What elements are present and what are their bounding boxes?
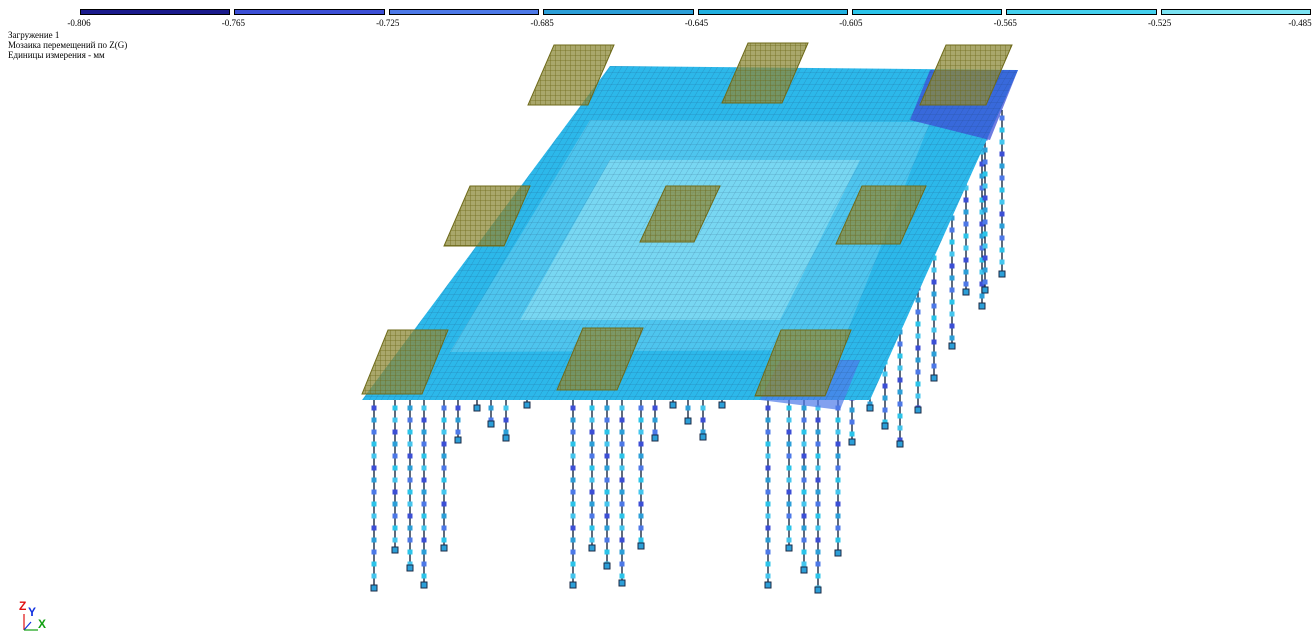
column (420, 400, 428, 589)
scale-segment (697, 9, 848, 15)
load-case-label: Загружение 1 (8, 30, 60, 40)
displacement-scale: -0.806 -0.765 -0.725 -0.685 -0.645 -0.605 -0.5… (67, 9, 1314, 31)
info-block: Загружение 1 Мозаика перемещений по Z(G)… (8, 30, 127, 60)
scale-segment (543, 9, 694, 15)
scale-tick-label: -0.605 (839, 18, 863, 28)
column (588, 400, 596, 552)
column (800, 400, 808, 574)
scale-segment (1006, 9, 1157, 15)
pile-cap (443, 185, 531, 247)
pile-cap (361, 329, 449, 395)
scale-segment (80, 9, 231, 15)
column (569, 400, 577, 589)
column (684, 400, 692, 425)
pile-cap (527, 44, 615, 106)
scale-segment (234, 9, 385, 15)
scale-tick-label: -0.725 (376, 18, 400, 28)
column (523, 400, 531, 409)
scale-tick-label: -0.485 (1288, 18, 1312, 28)
column (618, 400, 626, 587)
pile-cap (556, 327, 644, 391)
column (834, 400, 842, 557)
axis-y-label: Y (28, 605, 37, 619)
column (454, 400, 462, 444)
column (669, 400, 677, 409)
column (502, 400, 510, 442)
pile-cap (721, 42, 809, 104)
column (998, 110, 1006, 278)
axis-z-label: Z (19, 599, 27, 613)
scale-tick-label: -0.685 (530, 18, 554, 28)
column (978, 120, 986, 310)
scale-tick-label: -0.525 (1148, 18, 1172, 28)
column (814, 400, 822, 594)
mosaic-label: Мозаика перемещений по Z(G) (8, 40, 128, 50)
columns-group (370, 110, 1006, 594)
pile-cap (639, 185, 721, 243)
column (962, 180, 970, 296)
pile-cap (919, 44, 1013, 106)
pile-cap (835, 185, 927, 245)
column (473, 400, 481, 412)
column (764, 400, 772, 589)
scale-tick-label: -0.806 (67, 18, 91, 28)
column (699, 400, 707, 441)
scale-segment (1160, 9, 1311, 15)
column (487, 400, 495, 428)
column (930, 250, 938, 382)
pile-cap (754, 329, 852, 397)
column (948, 210, 956, 350)
units-label: Единицы измерения - мм (8, 50, 105, 60)
pile-caps-group (361, 42, 1013, 397)
column (637, 400, 645, 550)
column (718, 400, 726, 409)
scale-segment (388, 9, 540, 15)
scale-tick-label: -0.565 (993, 18, 1017, 28)
axis-arrows-icon (23, 614, 38, 631)
axis-triad: Z Y X (16, 596, 56, 632)
column (370, 400, 378, 592)
column (440, 400, 448, 552)
column (914, 280, 922, 414)
scale-tick-label: -0.765 (221, 18, 245, 28)
column (406, 400, 414, 572)
column (651, 400, 659, 442)
column (391, 400, 399, 554)
scale-segment (851, 9, 1003, 15)
column (603, 400, 611, 570)
column (785, 400, 793, 552)
scale-tick-label: -0.645 (684, 18, 709, 28)
axis-x-label: X (38, 617, 47, 631)
